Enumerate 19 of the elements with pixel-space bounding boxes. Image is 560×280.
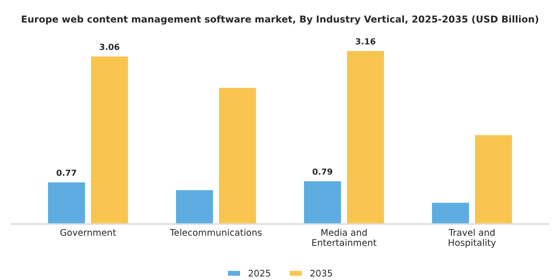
x-tick-label: Government [60,229,116,236]
bar [46,180,86,224]
bar [474,134,514,224]
legend-label: 2025 [248,270,270,277]
data-label: 3.06 [100,44,120,50]
bar [218,86,258,224]
x-tick-label: Media and Entertainment [312,228,376,246]
legend-label: 2035 [310,270,332,277]
data-label: 0.79 [312,168,332,175]
chart-title: Europe web content management software market, By Industry Vertical, 2025-2035 (USD Billion) [22,15,538,25]
data-label: 3.16 [356,38,376,45]
bar [346,50,386,224]
data-label: 0.77 [56,170,76,176]
bar [174,188,214,224]
bar [90,55,130,224]
bar [430,201,470,224]
x-tick-label: Travel and Hospitality [448,228,496,248]
bar [302,180,342,224]
x-tick-label: Telecommunications [170,228,262,236]
